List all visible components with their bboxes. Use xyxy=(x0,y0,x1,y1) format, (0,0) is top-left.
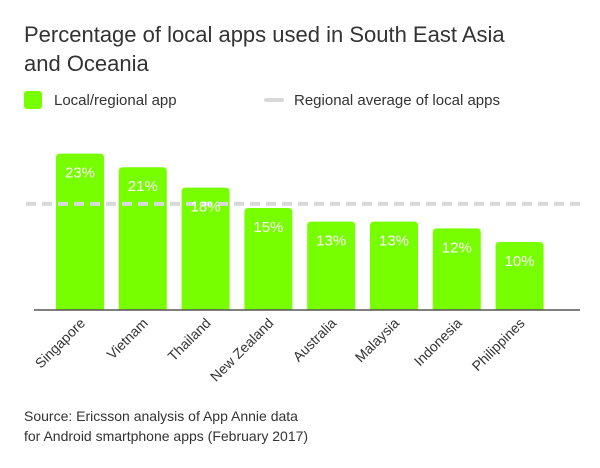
bar-philippines xyxy=(495,242,544,310)
bar-australia xyxy=(307,221,356,310)
legend-bar-swatch xyxy=(24,91,42,109)
source-note: Source: Ericsson analysis of App Annie d… xyxy=(24,406,584,446)
legend: Local/regional app Regional average of l… xyxy=(24,88,584,112)
value-label-indonesia: 12% xyxy=(442,239,472,256)
tick-label-indonesia: Indonesia xyxy=(411,315,465,369)
value-label-thailand: 18% xyxy=(191,199,221,216)
bar-malaysia xyxy=(370,221,418,310)
legend-item-local-app: Local/regional app xyxy=(24,88,177,112)
chart-title: Percentage of local apps used in South E… xyxy=(24,20,584,78)
bars-layer xyxy=(56,153,544,310)
tick-label-thailand: Thailand xyxy=(164,315,213,364)
bar-new-zealand xyxy=(244,208,293,310)
bar-thailand xyxy=(181,187,230,310)
chart-title-line-1: Percentage of local apps used in South E… xyxy=(24,22,505,47)
value-label-new-zealand: 15% xyxy=(253,219,283,236)
value-label-australia: 13% xyxy=(316,233,346,250)
value-label-malaysia: 13% xyxy=(379,233,409,250)
legend-item-regional-average: Regional average of local apps xyxy=(264,88,500,112)
tick-label-new-zealand: New Zealand xyxy=(207,315,277,385)
value-label-philippines: 10% xyxy=(505,253,535,270)
chart-title-line-2: and Oceania xyxy=(24,51,149,76)
bar-indonesia xyxy=(432,228,481,310)
tick-label-vietnam: Vietnam xyxy=(103,315,150,362)
bar-singapore xyxy=(56,153,104,310)
bar-chart: 23% 21% 18% 15% 13% 13% 12% 10% Singapore Vietna… xyxy=(26,153,580,385)
tick-label-malaysia: Malaysia xyxy=(352,315,403,366)
legend-line-swatch xyxy=(264,98,284,102)
value-labels-layer: 23% 21% 18% 15% 13% 13% 12% 10% xyxy=(65,165,535,270)
legend-line-label: Regional average of local apps xyxy=(294,91,500,109)
value-label-vietnam: 21% xyxy=(128,178,158,195)
tick-label-singapore: Singapore xyxy=(32,315,89,372)
source-line-2: for Android smartphone apps (February 20… xyxy=(24,428,309,444)
tick-label-philippines: Philippines xyxy=(469,315,528,374)
value-label-singapore: 23% xyxy=(65,165,95,182)
tick-label-australia: Australia xyxy=(289,315,339,365)
source-line-1: Source: Ericsson analysis of App Annie d… xyxy=(24,408,298,424)
legend-bar-label: Local/regional app xyxy=(54,91,177,109)
